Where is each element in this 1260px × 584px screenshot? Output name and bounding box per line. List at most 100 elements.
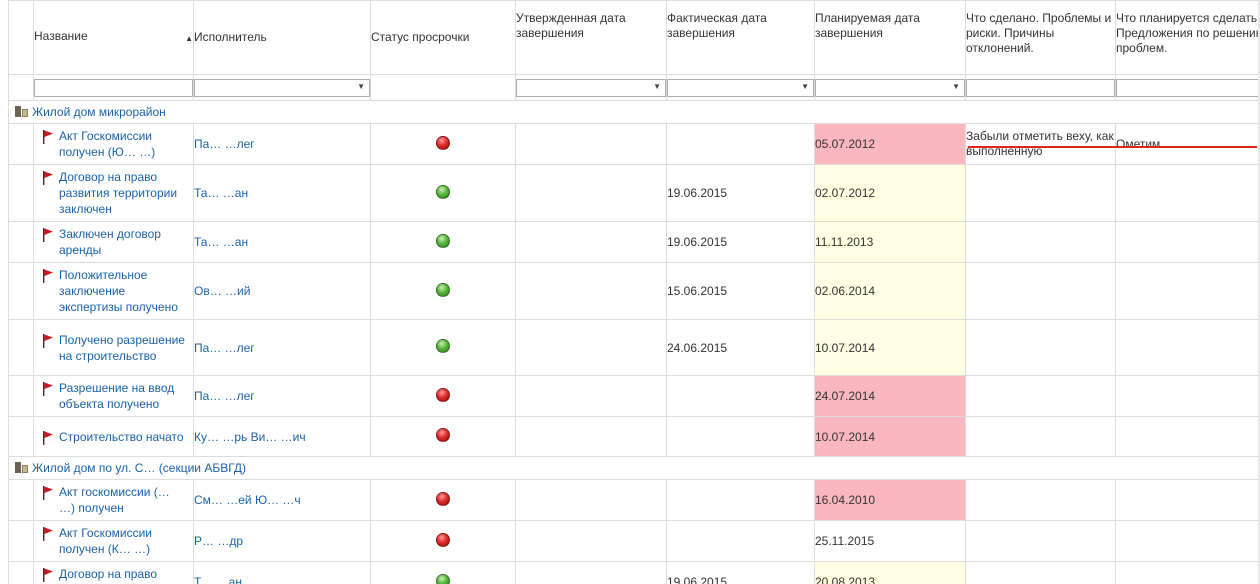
planned-proposals-cell[interactable] (1115, 416, 1260, 457)
milestone-link[interactable]: Получено разрешение на строительство (59, 332, 185, 363)
group-row[interactable]: Жилой дом микрорайон (8, 100, 1260, 124)
row-gutter (8, 319, 34, 376)
milestone-link[interactable]: Строительство начато (59, 429, 184, 444)
table-row[interactable]: Заключен договор аренды Та… …ан 19.06.2015… (8, 221, 1260, 263)
planned-date-value: 20.08.2013 (815, 575, 876, 584)
planned-proposals-cell[interactable] (1115, 262, 1260, 320)
done-problems-cell[interactable] (965, 416, 1116, 457)
milestone-link[interactable]: Разрешение на ввод объекта получено (59, 381, 175, 411)
table-row[interactable]: Получено разрешение на строительство Па… … (8, 319, 1260, 376)
column-header-planned-date[interactable]: Планируемая дата завершения (814, 0, 966, 75)
header-row: ▲ Название Исполнитель Статус просрочки У… (8, 0, 1260, 75)
folder-icon (15, 106, 29, 117)
planned-date-value: 25.11.2015 (815, 534, 875, 548)
table-row[interactable]: Строительство начато Ку… …рь Ви… …ич 10.07… (8, 416, 1260, 457)
milestone-cell: Строительство начато (33, 416, 194, 457)
actual-date-cell (666, 479, 815, 521)
column-header-planned-proposals[interactable]: Что планируется сделать. Предложения по … (1115, 0, 1260, 75)
table-row[interactable]: Акт госкомиссии (… …) получен См… …ей Ю… … (8, 479, 1260, 521)
column-header-name[interactable]: ▲ Название (33, 0, 194, 75)
planned-proposals-cell[interactable] (1115, 561, 1260, 584)
filter-approved-date-select[interactable]: ▼ (516, 78, 666, 97)
executor-cell: Па… …лег (193, 319, 371, 376)
done-problems-cell[interactable] (965, 479, 1116, 521)
planned-proposals-cell[interactable] (1115, 319, 1260, 376)
chevron-down-icon[interactable]: ▼ (653, 81, 661, 91)
filter-planned-date-select[interactable]: ▼ (815, 78, 965, 97)
table-row[interactable]: Договор на право развития территории зак… (8, 164, 1260, 222)
planned-proposals-cell[interactable] (1115, 221, 1260, 263)
column-header-actual-date[interactable]: Фактическая дата завершения (666, 0, 815, 75)
group-label[interactable]: Жилой дом по ул. С… (секции АБВГД) (10, 461, 1260, 475)
done-problems-cell[interactable]: Забыли отметить веху, как выполненную (965, 123, 1116, 165)
status-green-indicator-icon (436, 184, 450, 199)
filter-done-input[interactable] (966, 78, 1115, 97)
executor-link[interactable]: Та… …ан (194, 235, 249, 249)
column-header-overdue-status[interactable]: Статус просрочки (370, 0, 516, 75)
done-problems-cell[interactable] (965, 561, 1116, 584)
chevron-down-icon[interactable]: ▼ (801, 81, 809, 91)
table-row[interactable]: Разрешение на ввод объекта получено Па… …… (8, 375, 1260, 417)
table-row[interactable]: Положительное заключение экспертизы полу… (8, 262, 1260, 320)
filter-plans-input[interactable] (1116, 78, 1260, 97)
done-problems-text: Забыли отметить веху, как выполненную (966, 129, 1114, 158)
done-problems-cell[interactable] (965, 520, 1116, 562)
filter-executor-select[interactable]: ▼ (194, 78, 370, 97)
chevron-down-icon[interactable]: ▼ (357, 81, 365, 91)
column-header-approved-date[interactable]: Утвержденная дата завершения (515, 0, 667, 75)
executor-link[interactable]: Па… …лег (194, 340, 255, 355)
executor-link[interactable]: Р… …др (194, 534, 244, 548)
milestone-link[interactable]: Заключен договор аренды (59, 227, 161, 257)
done-problems-cell[interactable] (965, 262, 1116, 320)
milestone-link[interactable]: Акт госкомиссии (… …) получен (59, 485, 170, 515)
sort-ascending-icon[interactable]: ▲ (185, 34, 193, 43)
column-header-executor[interactable]: Исполнитель (193, 0, 371, 75)
filter-status-empty (370, 74, 516, 101)
milestone-link[interactable]: Акт Госкомиссии получен (К… …) (59, 526, 153, 556)
filter-name-input[interactable] (34, 78, 193, 97)
milestone-flag-icon (43, 171, 53, 185)
filter-actual-date-select[interactable]: ▼ (667, 78, 814, 97)
group-row[interactable]: Жилой дом по ул. С… (секции АБВГД) (8, 456, 1260, 480)
milestone-link[interactable]: Акт Госкомиссии получен (Ю… …) (59, 129, 156, 159)
chevron-down-icon[interactable]: ▼ (952, 81, 960, 91)
milestone-link[interactable]: Договор на право развития территории зак… (59, 170, 178, 216)
executor-link[interactable]: Та… …ан (194, 186, 249, 200)
status-green-indicator-icon (436, 573, 450, 584)
planned-proposals-cell[interactable] (1115, 164, 1260, 222)
done-problems-cell[interactable] (965, 375, 1116, 417)
executor-link[interactable]: Па… …лег (194, 137, 255, 151)
milestone-link[interactable]: Положительное заключение экспертизы полу… (59, 268, 178, 314)
milestone-flag-icon (43, 568, 53, 582)
planned-date-value: 02.07.2012 (815, 186, 876, 200)
table-row[interactable]: Акт Госкомиссии получен (К… …) Р… …др 25.1… (8, 520, 1260, 562)
planned-proposals-cell[interactable] (1115, 375, 1260, 417)
milestone-link[interactable]: Договор на право развития территории (59, 567, 177, 584)
executor-link[interactable]: Т… …ан (194, 575, 242, 584)
milestone-flag-icon (43, 228, 53, 242)
group-cell: Жилой дом микрорайон (8, 100, 1260, 124)
planned-proposals-cell[interactable] (1115, 479, 1260, 521)
executor-link[interactable]: Па… …лег (194, 389, 255, 403)
planned-proposals-cell[interactable]: Ометим (1115, 123, 1260, 165)
done-problems-cell[interactable] (965, 319, 1116, 376)
table-row[interactable]: Акт Госкомиссии получен (Ю… …) Па… …лег 05… (8, 123, 1260, 165)
done-problems-cell[interactable] (965, 221, 1116, 263)
scrollbar-edge[interactable] (1258, 0, 1260, 584)
executor-link[interactable]: Ку… …рь Ви… …ич (194, 429, 306, 444)
filter-row: ▼ ▼ ▼ ▼ (8, 74, 1260, 101)
table-row[interactable]: Договор на право развития территории Т… …… (8, 561, 1260, 584)
status-red-indicator-icon (436, 135, 450, 150)
executor-cell: Та… …ан (193, 164, 371, 222)
group-cell: Жилой дом по ул. С… (секции АБВГД) (8, 456, 1260, 480)
planned-proposals-cell[interactable] (1115, 520, 1260, 562)
folder-icon (15, 462, 29, 473)
executor-link[interactable]: Ов… …ий (194, 284, 251, 298)
approved-date-cell (515, 164, 667, 222)
executor-link[interactable]: См… …ей Ю… …ч (194, 493, 301, 507)
actual-date-cell (666, 123, 815, 165)
done-problems-cell[interactable] (965, 164, 1116, 222)
group-label[interactable]: Жилой дом микрорайон (10, 105, 1260, 119)
status-cell (370, 375, 516, 417)
column-header-done-problems[interactable]: Что сделано. Проблемы и риски. Причины о… (965, 0, 1116, 75)
